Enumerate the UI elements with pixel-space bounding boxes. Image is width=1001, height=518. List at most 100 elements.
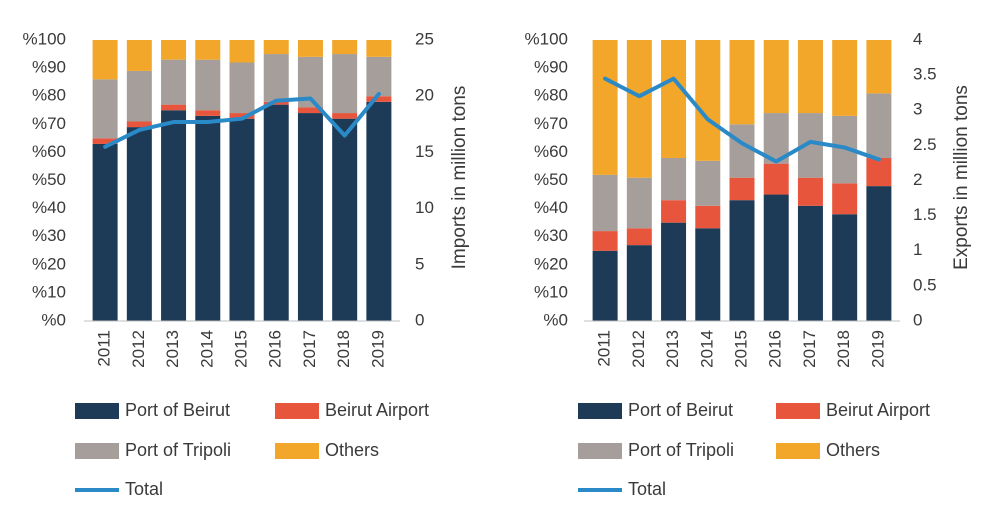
y-tick-label: %30 bbox=[534, 226, 568, 245]
bar-port-of-beirut-2016 bbox=[764, 195, 789, 321]
legend-swatch-port-of-tripoli bbox=[578, 443, 622, 459]
y2-tick-label: 15 bbox=[415, 142, 434, 161]
bar-port-of-beirut-2015 bbox=[230, 119, 255, 321]
y-tick-label: %40 bbox=[534, 198, 568, 217]
x-tick-label: 2016 bbox=[266, 330, 285, 368]
legend-swatch-others bbox=[275, 443, 319, 459]
bar-beirut-airport-2015 bbox=[730, 178, 755, 200]
bar-others-2017 bbox=[298, 40, 323, 57]
x-tick-label: 2013 bbox=[163, 330, 182, 368]
y2-tick-label: 3.5 bbox=[913, 65, 937, 84]
y-tick-label: %80 bbox=[32, 86, 66, 105]
y-tick-label: %60 bbox=[32, 142, 66, 161]
bar-beirut-airport-2016 bbox=[764, 164, 789, 195]
x-tick-label: 2018 bbox=[834, 330, 853, 368]
bar-others-2011 bbox=[593, 40, 618, 175]
legend-label: Port of Tripoli bbox=[125, 440, 231, 460]
y-tick-label: %60 bbox=[534, 142, 568, 161]
bar-port-of-beirut-2016 bbox=[264, 105, 289, 321]
y2-tick-label: 0 bbox=[913, 310, 922, 329]
bar-beirut-airport-2012 bbox=[627, 228, 652, 245]
bar-beirut-airport-2018 bbox=[832, 183, 857, 214]
y-tick-label: %0 bbox=[41, 310, 66, 329]
y-tick-label: %70 bbox=[534, 114, 568, 133]
bar-others-2019 bbox=[366, 40, 391, 57]
bar-port-of-tripoli-2012 bbox=[627, 178, 652, 229]
bar-port-of-beirut-2018 bbox=[332, 119, 357, 321]
legend-swatch-beirut-airport bbox=[776, 403, 820, 419]
x-tick-label: 2015 bbox=[231, 330, 250, 368]
x-tick-label: 2013 bbox=[663, 330, 682, 368]
legend-label: Others bbox=[325, 440, 379, 460]
bar-port-of-beirut-2019 bbox=[866, 186, 891, 321]
y-tick-label: %0 bbox=[543, 310, 568, 329]
bar-port-of-beirut-2013 bbox=[161, 110, 186, 321]
bar-port-of-tripoli-2014 bbox=[195, 60, 220, 111]
y-tick-label: %100 bbox=[525, 29, 568, 48]
x-tick-label: 2011 bbox=[95, 330, 114, 367]
legend-swatch-port-of-beirut bbox=[75, 403, 119, 419]
y-tick-label: %20 bbox=[32, 254, 66, 273]
bar-others-2015 bbox=[730, 40, 755, 124]
y-tick-label: %30 bbox=[32, 226, 66, 245]
legend-label: Port of Beirut bbox=[628, 400, 733, 420]
bar-beirut-airport-2011 bbox=[593, 231, 618, 251]
y2-tick-label: 3 bbox=[913, 100, 922, 119]
x-tick-label: 2015 bbox=[731, 330, 750, 368]
bar-beirut-airport-2019 bbox=[866, 158, 891, 186]
bar-others-2018 bbox=[332, 40, 357, 54]
bar-port-of-tripoli-2013 bbox=[161, 60, 186, 105]
bar-port-of-beirut-2012 bbox=[127, 127, 152, 321]
y-tick-label: %50 bbox=[32, 170, 66, 189]
bar-others-2016 bbox=[764, 40, 789, 113]
bar-others-2018 bbox=[832, 40, 857, 116]
x-tick-label: 2011 bbox=[595, 330, 614, 367]
y2-axis-title: Imports in million tons bbox=[449, 86, 470, 270]
bar-port-of-tripoli-2016 bbox=[264, 54, 289, 102]
y2-tick-label: 2.5 bbox=[913, 135, 937, 154]
bar-beirut-airport-2018 bbox=[332, 113, 357, 119]
x-tick-label: 2019 bbox=[868, 330, 887, 368]
bar-port-of-tripoli-2014 bbox=[695, 161, 720, 206]
bar-port-of-tripoli-2019 bbox=[866, 93, 891, 158]
legend-label: Port of Tripoli bbox=[628, 440, 734, 460]
bar-port-of-beirut-2015 bbox=[730, 200, 755, 321]
bar-beirut-airport-2013 bbox=[161, 105, 186, 111]
legend-label: Total bbox=[125, 479, 163, 499]
bar-others-2015 bbox=[230, 40, 255, 62]
x-tick-label: 2019 bbox=[368, 330, 387, 368]
bar-others-2011 bbox=[93, 40, 118, 79]
bar-port-of-tripoli-2019 bbox=[366, 57, 391, 96]
x-tick-label: 2016 bbox=[766, 330, 785, 368]
y-tick-label: %80 bbox=[534, 86, 568, 105]
legend-label: Beirut Airport bbox=[325, 400, 429, 420]
bar-port-of-tripoli-2013 bbox=[661, 158, 686, 200]
y2-tick-label: 0 bbox=[415, 310, 424, 329]
bar-port-of-beirut-2017 bbox=[798, 206, 823, 321]
bar-others-2017 bbox=[798, 40, 823, 113]
bar-port-of-tripoli-2018 bbox=[332, 54, 357, 113]
legend-swatch-beirut-airport bbox=[275, 403, 319, 419]
bar-others-2019 bbox=[866, 40, 891, 93]
y2-tick-label: 10 bbox=[415, 198, 434, 217]
bar-beirut-airport-2014 bbox=[195, 110, 220, 116]
y2-tick-label: 5 bbox=[415, 254, 424, 273]
bar-beirut-airport-2017 bbox=[798, 178, 823, 206]
y2-tick-label: 25 bbox=[415, 29, 434, 48]
y2-tick-label: 1.5 bbox=[913, 205, 937, 224]
x-tick-label: 2014 bbox=[697, 330, 716, 368]
bar-port-of-tripoli-2011 bbox=[593, 175, 618, 231]
y-tick-label: %10 bbox=[534, 282, 568, 301]
y2-axis-title: Exports in million tons bbox=[951, 85, 972, 270]
bar-port-of-beirut-2011 bbox=[93, 144, 118, 321]
bar-others-2014 bbox=[195, 40, 220, 60]
bar-port-of-beirut-2019 bbox=[366, 102, 391, 321]
legend-swatch-others bbox=[776, 443, 820, 459]
bar-beirut-airport-2013 bbox=[661, 200, 686, 222]
bar-port-of-beirut-2014 bbox=[695, 228, 720, 321]
x-tick-label: 2017 bbox=[300, 330, 319, 368]
